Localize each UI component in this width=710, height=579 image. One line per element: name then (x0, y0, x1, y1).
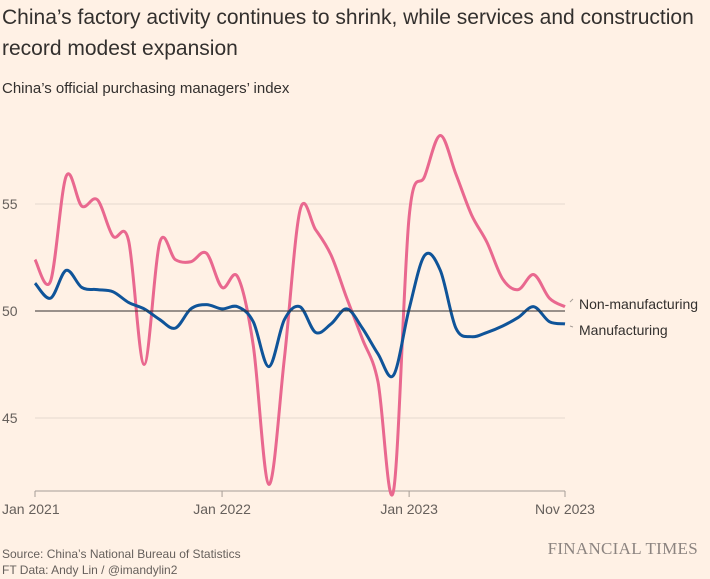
chart-title: China’s factory activity continues to sh… (2, 6, 694, 60)
x-tick-label: Nov 2023 (535, 501, 595, 517)
y-tick-label: 50 (2, 303, 18, 319)
legend-leader (569, 325, 574, 328)
legend-label-non-manufacturing: Non-manufacturing (579, 296, 698, 312)
x-tick-label: Jan 2021 (2, 501, 60, 517)
source-note: Source: China’s National Bureau of Stati… (2, 547, 241, 561)
series-line-non-manufacturing (33, 134, 566, 497)
ft-logo: FINANCIAL TIMES (547, 539, 698, 558)
legend-label-manufacturing: Manufacturing (579, 322, 668, 338)
chart-subtitle: China’s official purchasing managers’ in… (2, 80, 290, 97)
x-tick-label: Jan 2023 (380, 501, 438, 517)
credit-note: FT Data: Andy Lin / @imandylin2 (2, 563, 178, 577)
series-line-manufacturing (33, 251, 566, 379)
y-tick-label: 45 (2, 410, 18, 426)
x-tick-label: Jan 2022 (193, 501, 251, 517)
y-tick-label: 55 (2, 196, 18, 212)
legend-leader (569, 298, 574, 303)
